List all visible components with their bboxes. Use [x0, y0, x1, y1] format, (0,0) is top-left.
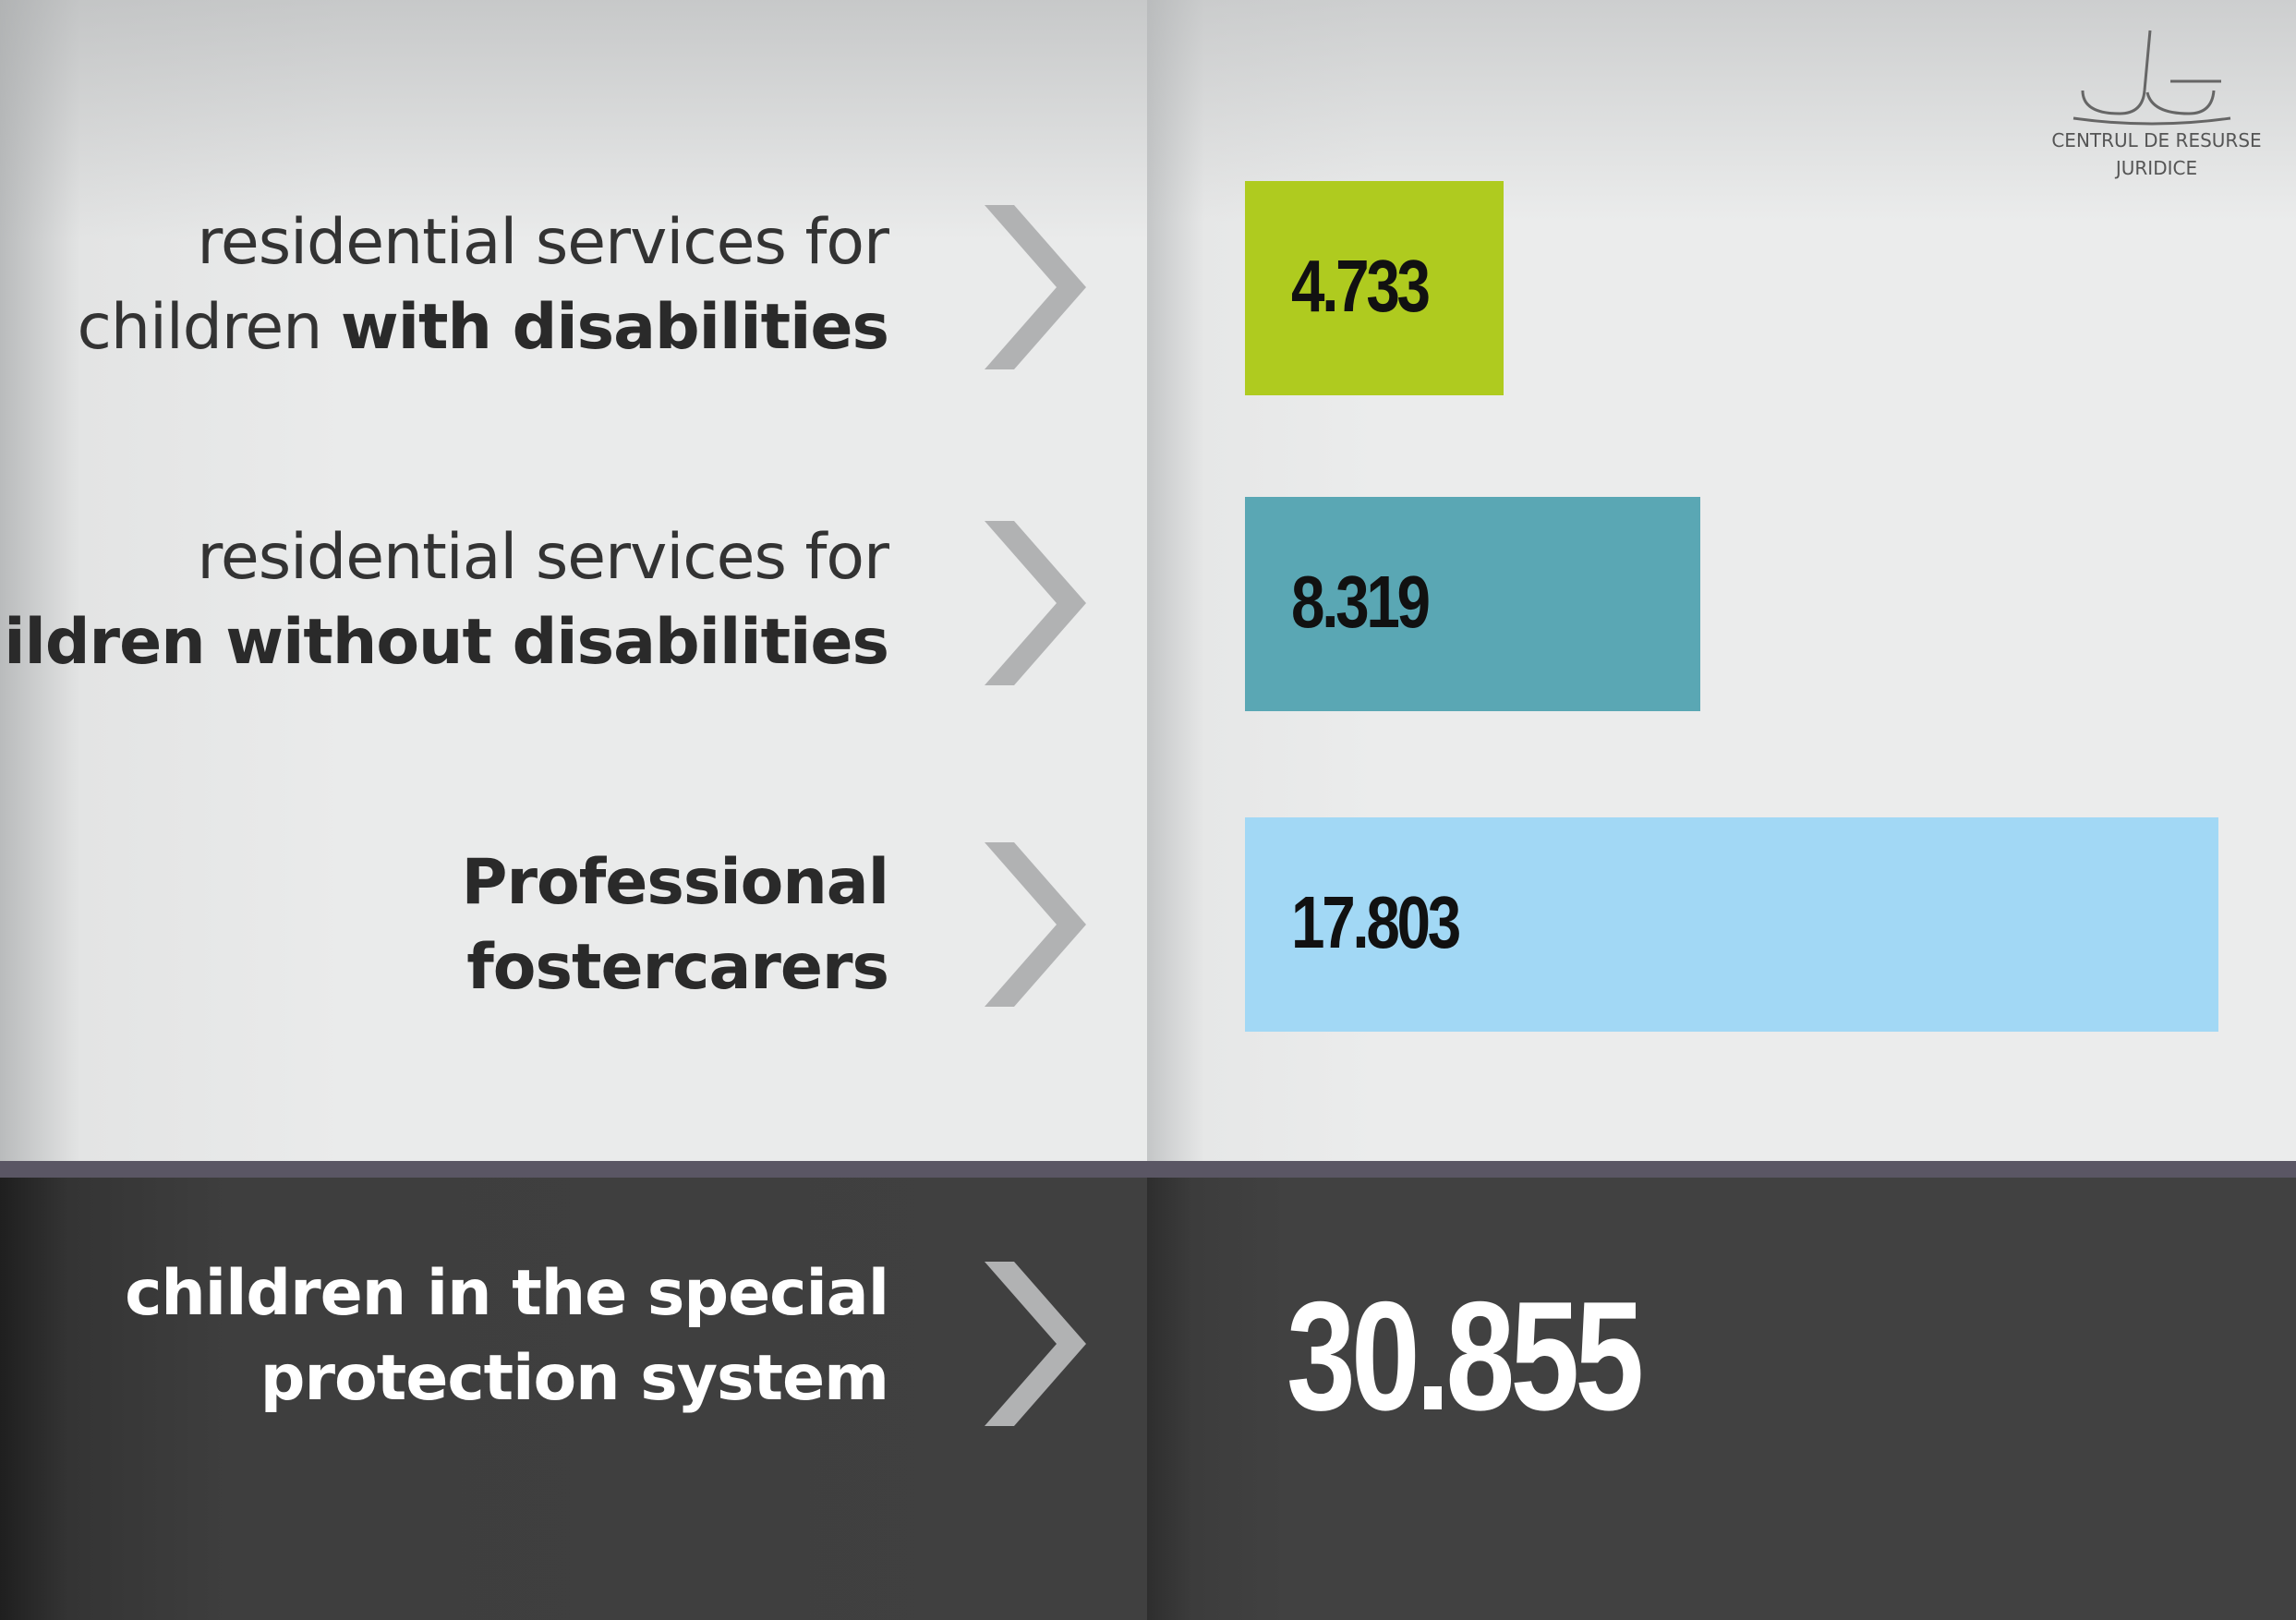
category-label-3-line2: fostercarers [466, 931, 889, 1004]
logo-icon [2072, 30, 2231, 126]
chevron-right-icon [985, 205, 1086, 369]
total-label-line2: protection system [260, 1342, 889, 1415]
bar-3-value-label: 17.803 [1291, 881, 1461, 963]
bar-1 [1245, 181, 1504, 395]
chevron-right-icon [985, 842, 1086, 1007]
chevron-right-icon [985, 521, 1086, 685]
category-label-3-line1: Professional [461, 846, 889, 919]
category-label-2: residential services for children withou… [0, 515, 889, 685]
bar-3 [1245, 817, 2218, 1032]
total-label: children in the special protection syste… [125, 1251, 889, 1421]
total-value: 30.855 [1287, 1269, 1644, 1443]
logo-text-line2: JURIDICE [2115, 157, 2198, 179]
category-label-1: residential services for children with d… [77, 200, 889, 370]
category-label-2-line2: children without disabilities [0, 606, 889, 679]
logo-text-line1: CENTRUL DE RESURSE [2051, 129, 2262, 151]
bar-2 [1245, 497, 1700, 711]
category-label-1-line1: residential services for [197, 206, 889, 279]
category-label-3: Professional fostercarers [461, 840, 889, 1010]
bar-2-value-label: 8.319 [1291, 561, 1431, 643]
bottom-left-panel [0, 1178, 1147, 1620]
total-label-line1: children in the special [125, 1257, 889, 1330]
chevron-right-icon [985, 1262, 1086, 1426]
bar-1-value-label: 4.733 [1291, 245, 1431, 327]
category-label-2-line1: residential services for [197, 521, 889, 594]
divider-strip [0, 1161, 2296, 1178]
category-label-1-line2: children with disabilities [77, 291, 889, 364]
top-left-panel [0, 0, 1147, 1161]
bottom-right-panel [1147, 1178, 2296, 1620]
